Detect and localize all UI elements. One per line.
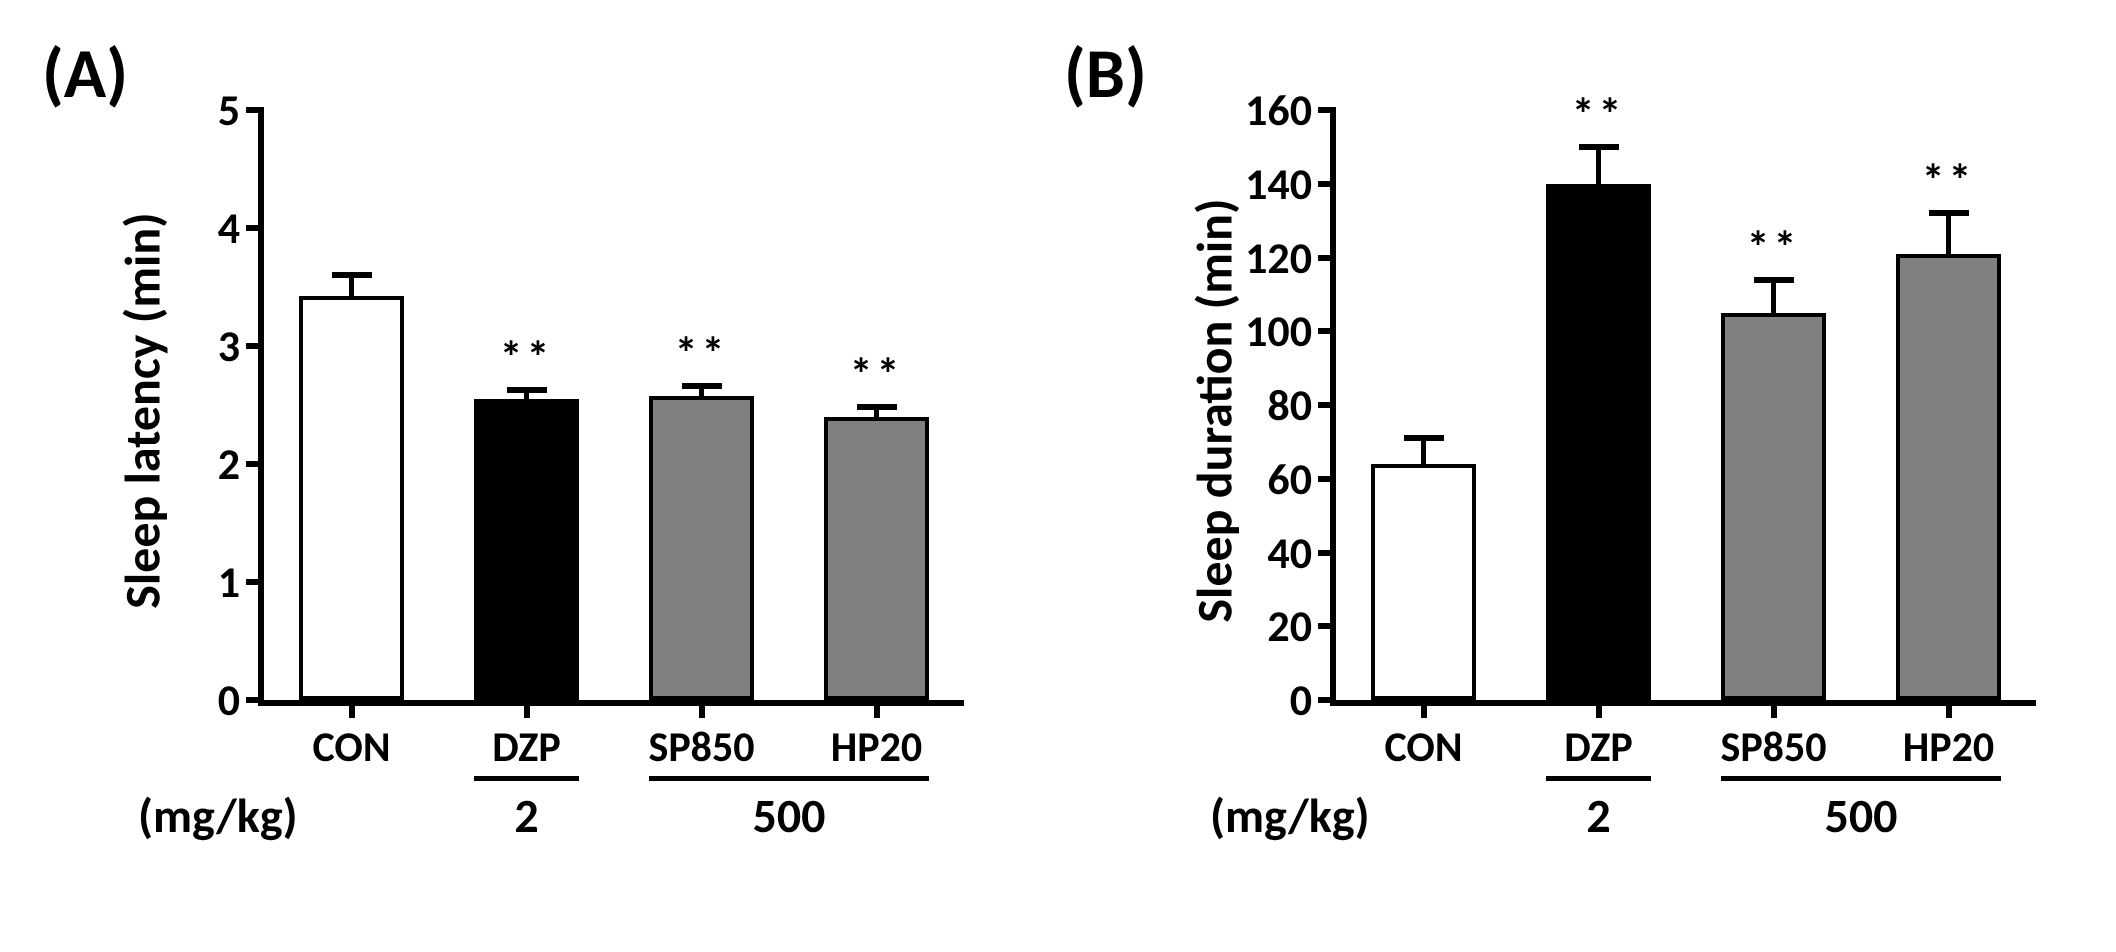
figure-root: (A) (B) 012345CONDZP**SP850**HP20**2500 … bbox=[0, 0, 2116, 952]
y-tick-label: 20 bbox=[1267, 599, 1312, 653]
panel-a-label: (A) bbox=[42, 30, 128, 116]
y-tick-label: 140 bbox=[1245, 157, 1312, 211]
error-bar-cap bbox=[507, 387, 547, 393]
error-bar-cap bbox=[1929, 210, 1969, 216]
y-tick-label: 2 bbox=[218, 437, 240, 491]
panel-a-plot-area: 012345CONDZP**SP850**HP20**2500 bbox=[258, 110, 964, 706]
x-tick bbox=[874, 700, 880, 718]
bar bbox=[299, 296, 404, 700]
y-tick-label: 4 bbox=[218, 201, 240, 255]
dose-group-label: 2 bbox=[1586, 786, 1610, 845]
dose-group-underline bbox=[649, 776, 929, 781]
significance-marker: ** bbox=[1572, 87, 1626, 143]
dose-group-label: 2 bbox=[514, 786, 538, 845]
y-tick bbox=[1318, 107, 1336, 113]
x-category-label: DZP bbox=[492, 722, 560, 773]
x-category-label: HP20 bbox=[1903, 722, 1994, 773]
panel-a-dose-unit-label: (mg/kg) bbox=[138, 786, 298, 845]
error-bar-stem bbox=[1421, 438, 1426, 464]
y-tick-label: 160 bbox=[1245, 83, 1312, 137]
y-tick bbox=[246, 225, 264, 231]
y-tick bbox=[246, 343, 264, 349]
bar bbox=[1896, 254, 2001, 700]
x-tick bbox=[1771, 700, 1777, 718]
y-tick-label: 100 bbox=[1245, 304, 1312, 358]
y-tick bbox=[246, 579, 264, 585]
bar bbox=[824, 417, 929, 700]
x-tick bbox=[349, 700, 355, 718]
error-bar-stem bbox=[1946, 213, 1951, 254]
x-category-label: HP20 bbox=[831, 722, 922, 773]
error-bar-cap bbox=[332, 272, 372, 278]
x-tick bbox=[699, 700, 705, 718]
x-category-label: DZP bbox=[1564, 722, 1632, 773]
panel-a-y-axis-label: Sleep latency (min) bbox=[113, 116, 174, 706]
y-tick-label: 0 bbox=[218, 673, 240, 727]
y-tick bbox=[1318, 181, 1336, 187]
dose-group-underline bbox=[1546, 776, 1651, 781]
y-tick-label: 120 bbox=[1245, 231, 1312, 285]
y-tick bbox=[1318, 550, 1336, 556]
y-tick bbox=[1318, 255, 1336, 261]
panel-b-y-axis-label: Sleep duration (min) bbox=[1185, 116, 1246, 706]
panel-b-plot-area: 020406080100120140160CONDZP**SP850**HP20… bbox=[1330, 110, 2036, 706]
y-tick-label: 1 bbox=[218, 555, 240, 609]
bar bbox=[1546, 184, 1651, 700]
error-bar-stem bbox=[1596, 147, 1601, 184]
significance-marker: ** bbox=[675, 326, 729, 382]
bar bbox=[649, 396, 754, 700]
error-bar-cap bbox=[1579, 144, 1619, 150]
dose-group-underline bbox=[1721, 776, 2001, 781]
x-category-label: CON bbox=[1385, 722, 1463, 773]
error-bar-cap bbox=[1404, 435, 1444, 441]
y-tick bbox=[246, 107, 264, 113]
error-bar-stem bbox=[349, 275, 354, 296]
panel-b-label: (B) bbox=[1064, 30, 1147, 116]
x-tick bbox=[1946, 700, 1952, 718]
y-tick-label: 5 bbox=[218, 83, 240, 137]
y-tick-label: 60 bbox=[1267, 452, 1312, 506]
bar bbox=[1371, 464, 1476, 700]
error-bar-stem bbox=[1771, 280, 1776, 313]
x-tick bbox=[1596, 700, 1602, 718]
y-tick bbox=[1318, 328, 1336, 334]
x-category-label: SP850 bbox=[648, 722, 754, 773]
bar bbox=[1721, 313, 1826, 700]
y-tick bbox=[1318, 697, 1336, 703]
y-tick-label: 3 bbox=[218, 319, 240, 373]
y-tick-label: 40 bbox=[1267, 526, 1312, 580]
y-tick bbox=[1318, 476, 1336, 482]
significance-marker: ** bbox=[500, 330, 554, 386]
x-category-label: CON bbox=[313, 722, 391, 773]
dose-group-label: 500 bbox=[1825, 786, 1898, 845]
y-tick bbox=[246, 697, 264, 703]
x-category-label: SP850 bbox=[1720, 722, 1826, 773]
y-tick-label: 80 bbox=[1267, 378, 1312, 432]
significance-marker: ** bbox=[850, 347, 904, 403]
error-bar-cap bbox=[857, 404, 897, 410]
bar bbox=[474, 399, 579, 700]
error-bar-cap bbox=[682, 383, 722, 389]
significance-marker: ** bbox=[1747, 220, 1801, 276]
x-tick bbox=[1421, 700, 1427, 718]
error-bar-cap bbox=[1754, 277, 1794, 283]
x-tick bbox=[524, 700, 530, 718]
significance-marker: ** bbox=[1922, 153, 1976, 209]
y-tick bbox=[246, 461, 264, 467]
y-tick bbox=[1318, 402, 1336, 408]
dose-group-label: 500 bbox=[753, 786, 826, 845]
panel-b-dose-unit-label: (mg/kg) bbox=[1210, 786, 1370, 845]
dose-group-underline bbox=[474, 776, 579, 781]
y-tick-label: 0 bbox=[1290, 673, 1312, 727]
y-tick bbox=[1318, 623, 1336, 629]
